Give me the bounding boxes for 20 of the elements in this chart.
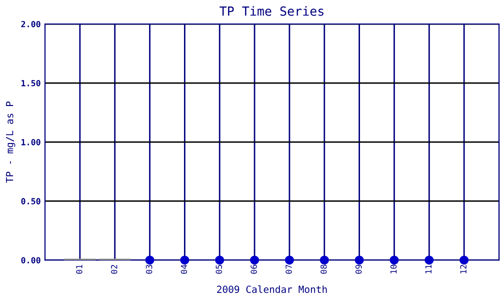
y-axis-title: TP - mg/L as P (6, 102, 16, 183)
x-tick-label: 09 (355, 264, 362, 274)
x-axis-title: 2009 Calendar Month (217, 285, 327, 293)
y-tick-label: 1.00 (22, 139, 40, 146)
chart-title: TP Time Series (220, 6, 324, 16)
x-tick-label: 05 (216, 264, 222, 274)
x-tick-label: 02 (110, 264, 118, 274)
x-tick-label: 08 (320, 264, 327, 274)
x-tick-label: 11 (425, 264, 432, 274)
x-tick-label: 12 (460, 264, 466, 274)
x-tick-label: 03 (146, 264, 152, 274)
y-tick-label: 0.00 (21, 257, 40, 264)
y-tick-label: 0.50 (21, 198, 40, 204)
x-tick-label: 04 (180, 264, 188, 274)
x-tick-label: 07 (286, 264, 292, 274)
x-tick-label: 10 (390, 264, 397, 274)
y-tick-label: 2.00 (21, 20, 40, 28)
x-tick-label: 01 (76, 264, 82, 274)
y-tick-label: 1.50 (22, 80, 40, 86)
x-tick-label: 06 (250, 264, 257, 274)
